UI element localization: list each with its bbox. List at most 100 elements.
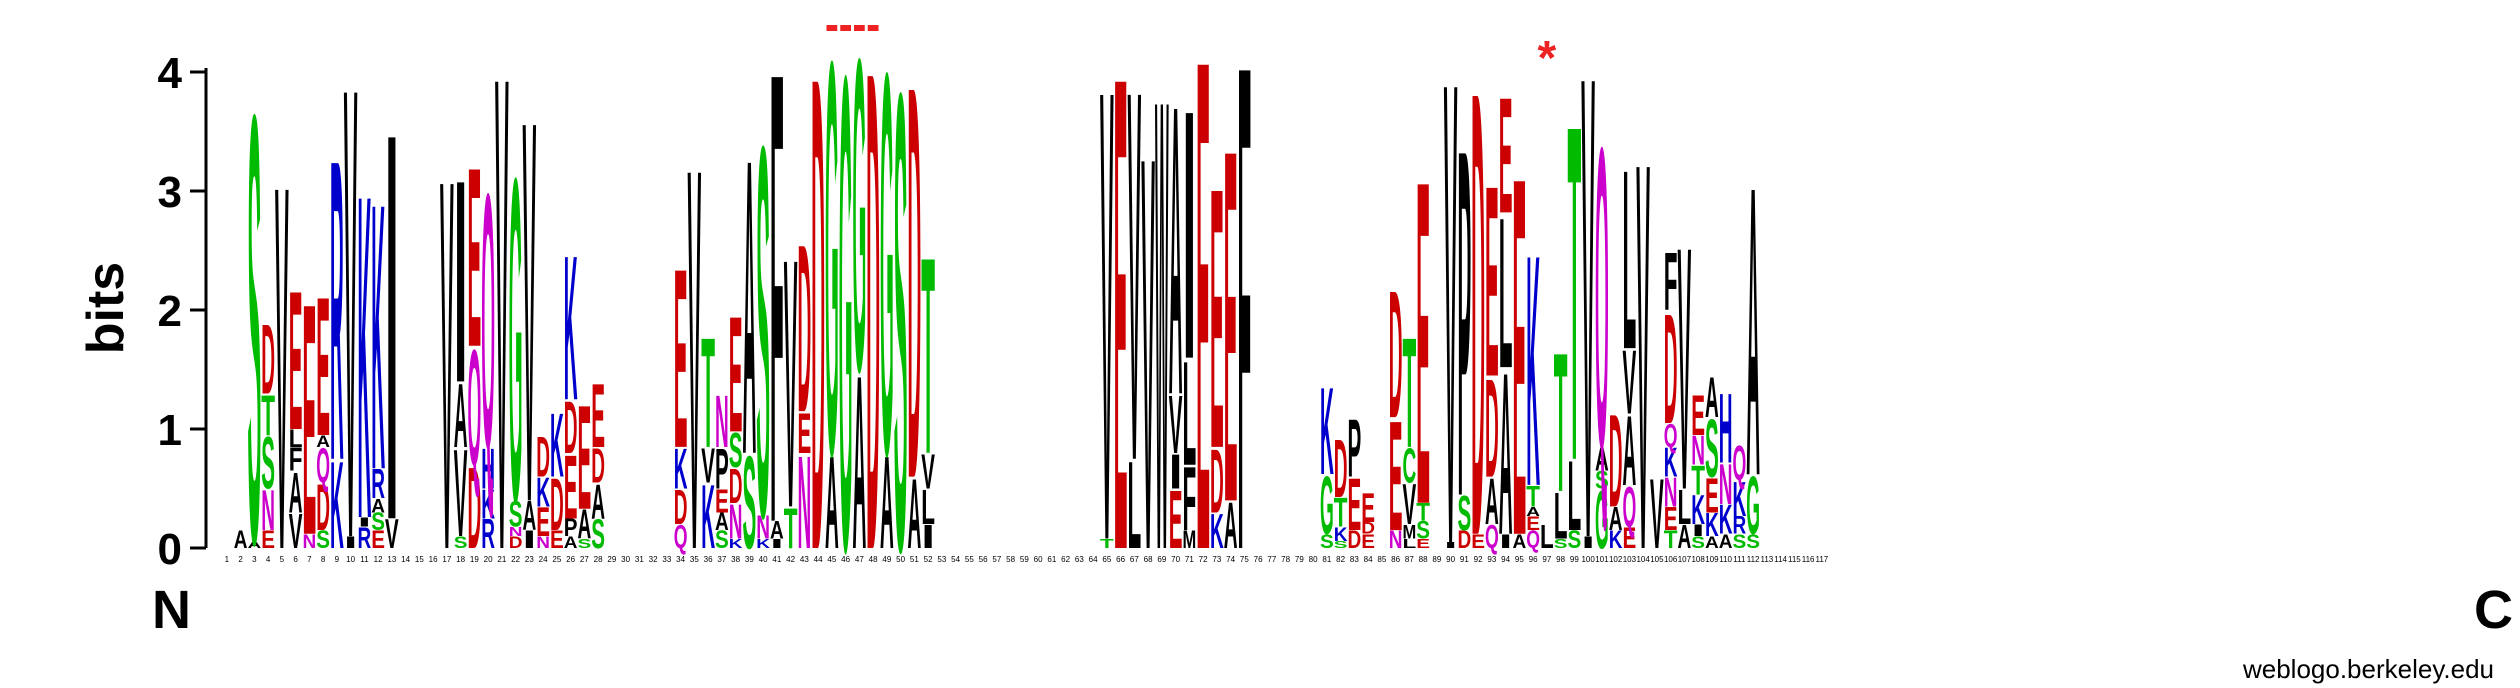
x-tick-label: 51	[910, 555, 919, 564]
logo-letter-E: E	[674, 214, 688, 502]
x-tick-label: 62	[1061, 555, 1070, 564]
logo-letter-I: I	[1183, 35, 1197, 433]
x-tick-label: 116	[1802, 555, 1815, 564]
logo-letter-K: K	[674, 437, 688, 501]
x-tick-label: 96	[1529, 555, 1538, 564]
logo-letter-T: T	[1554, 311, 1568, 533]
logo-letter-D: D	[908, 0, 922, 597]
logo-letter-I: I	[385, 18, 399, 636]
logo-letter-A: A	[1719, 531, 1733, 553]
logo-letter-I: I	[454, 119, 468, 442]
stack-pos-112: SGA	[1746, 100, 1760, 562]
x-tick-label: 46	[841, 555, 850, 564]
x-tick-label: 79	[1295, 555, 1304, 564]
logo-letter-S: S	[1691, 533, 1705, 552]
logo-letter-D: D	[1609, 387, 1623, 535]
logo-letter-S: S	[371, 507, 385, 535]
stack-pos-68: V	[1141, 41, 1155, 668]
logo-letter-D: D	[468, 443, 482, 573]
logo-letter-T: T	[1100, 536, 1115, 551]
x-tick-label: 29	[607, 555, 616, 564]
x-tick-label: 107	[1678, 555, 1692, 564]
logo-letter-D: D	[674, 479, 688, 534]
logo-letter-R: R	[481, 511, 495, 557]
x-tick-label: 39	[745, 555, 754, 564]
stack-pos-51: AD	[908, 0, 922, 597]
stack-pos-2: A	[234, 526, 248, 554]
x-tick-label: 6	[293, 555, 298, 564]
logo-letter-D: D	[564, 386, 578, 470]
logo-letter-Q: Q	[1623, 475, 1637, 540]
logo-letter-K: K	[1719, 496, 1733, 542]
logo-letter-K: K	[756, 537, 770, 552]
logo-letter-K: K	[371, 125, 385, 550]
x-tick-label: 10	[346, 555, 355, 564]
logo-letter-S: S	[578, 536, 592, 551]
logo-letter-D: D	[1348, 526, 1362, 554]
stack-pos-92: ED	[1471, 0, 1485, 669]
logo-letter-V: V	[1650, 459, 1664, 570]
x-tick-label: 43	[800, 555, 809, 564]
logo-letter-A: A	[591, 473, 605, 528]
logo-letter-R: R	[371, 461, 385, 507]
logo-letter-S: S	[454, 533, 468, 552]
logo-letter-T: T	[1416, 500, 1430, 527]
logo-letter-G: G	[880, 0, 894, 569]
logo-letter-A: A	[1705, 533, 1719, 552]
stack-pos-41: IAF	[770, 0, 784, 658]
logo-letter-L: L	[1623, 116, 1637, 403]
logo-letter-A: A	[1746, 100, 1760, 562]
star-marker: *	[1538, 32, 1557, 85]
logo-letter-K: K	[481, 481, 495, 527]
logo-letter-S: S	[248, 0, 262, 671]
stack-pos-9: KR	[330, 72, 344, 575]
x-tick-label: 81	[1322, 555, 1331, 564]
logo-letter-S: S	[743, 429, 757, 577]
x-tick-label: 114	[1774, 555, 1787, 564]
logo-letter-S: S	[509, 495, 523, 536]
y-axis-label: bits	[77, 262, 135, 354]
logo-letter-S: S	[591, 510, 605, 557]
logo-letter-I: I	[1581, 533, 1595, 551]
logo-letter-T: T	[701, 304, 715, 480]
logo-letter-Q: Q	[468, 316, 482, 500]
x-tick-label: 60	[1034, 555, 1043, 564]
logo-letter-A: A	[578, 501, 592, 547]
stack-pos-102: KAD	[1609, 387, 1623, 553]
x-tick-label: 40	[759, 555, 768, 564]
logo-letter-K: K	[1705, 507, 1719, 544]
x-tick-label: 26	[566, 555, 575, 564]
stack-pos-73: KDE	[1210, 111, 1224, 559]
x-tick-label: 49	[882, 555, 891, 564]
x-tick-label: 5	[280, 555, 285, 564]
stack-pos-44: D	[811, 0, 825, 688]
stack-pos-40: KNS	[756, 37, 770, 628]
x-tick-label: 103	[1623, 555, 1637, 564]
c-terminus-label: C	[2474, 580, 2513, 640]
logo-letter-S: S	[316, 525, 330, 553]
x-tick-label: 64	[1089, 555, 1098, 564]
logo-letter-A: A	[454, 365, 468, 466]
markers: *	[826, 25, 1557, 85]
x-tick-label: 8	[321, 555, 326, 564]
stack-pos-74: AE	[1224, 44, 1238, 608]
stack-pos-83: DEP	[1348, 401, 1362, 553]
logo-letter-L: L	[1403, 536, 1417, 551]
logo-letter-D: D	[866, 0, 880, 688]
logo-letter-L: L	[1554, 480, 1568, 554]
logo-letter-T: T	[1568, 25, 1582, 560]
y-ticks: 0 1 2 3 4	[158, 49, 206, 574]
logo-letter-A: A	[880, 429, 894, 577]
stack-pos-84: EDE	[1361, 484, 1375, 553]
stack-pos-19: DQE	[468, 113, 482, 573]
logo-letter-V: V	[784, 186, 798, 583]
stack-pos-39: SA	[743, 73, 757, 578]
logo-letter-I: I	[1691, 521, 1705, 539]
logo-letter-Q: Q	[1595, 60, 1609, 539]
logo-letter-T: T	[921, 200, 935, 513]
stack-pos-50: S	[894, 0, 908, 687]
